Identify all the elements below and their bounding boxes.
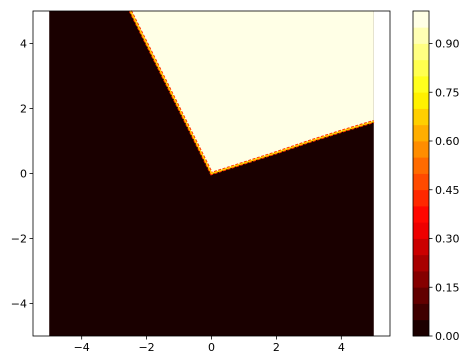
- colorbar-segment: [413, 222, 429, 239]
- colorbar-segment: [413, 76, 429, 93]
- x-tick-label: −2: [138, 341, 154, 351]
- colorbar-tick-label: 0.90: [435, 38, 460, 51]
- colorbar: 0.00 0.15 0.30 0.45 0.60 0.75 0.90: [412, 10, 460, 343]
- x-tick-label: 2: [273, 341, 280, 351]
- plot-area: [32, 10, 391, 337]
- colorbar-tick-label: 0.75: [435, 86, 460, 99]
- boundary-band-inner: [129, 10, 375, 175]
- x-axis: −4 −2 0 2 4: [74, 336, 345, 351]
- colorbar-segment: [413, 206, 429, 223]
- colorbar-segment: [413, 157, 429, 174]
- colorbar-segment: [413, 319, 429, 337]
- colorbar-tick-label: 0.30: [435, 233, 460, 246]
- y-tick-label: 2: [20, 103, 27, 116]
- colorbar-segment: [413, 287, 429, 304]
- colorbar-segment: [413, 92, 429, 109]
- x-tick-label: 4: [338, 341, 345, 351]
- colorbar-segment: [413, 11, 429, 28]
- colorbar-segment: [413, 303, 429, 321]
- colorbar-segment: [413, 124, 429, 142]
- colorbar-segment: [413, 141, 429, 158]
- colorbar-tick-label: 0.00: [435, 330, 460, 343]
- x-tick-label: 0: [208, 341, 215, 351]
- colorbar-segment: [413, 27, 429, 44]
- colorbar-segment: [413, 254, 429, 272]
- x-tick-label: −4: [74, 341, 90, 351]
- colorbar-segment: [413, 59, 429, 77]
- colorbar-segment: [413, 108, 429, 126]
- y-tick-label: −4: [11, 298, 27, 311]
- y-tick-label: 4: [20, 38, 27, 51]
- colorbar-tick-label: 0.45: [435, 184, 460, 197]
- colorbar-segment: [413, 238, 429, 256]
- colorbar-segment: [413, 271, 429, 288]
- colorbar-tick-label: 0.15: [435, 281, 460, 294]
- y-axis: −4 −2 0 2 4: [11, 38, 33, 311]
- y-tick-label: 0: [20, 168, 27, 181]
- y-tick-label: −2: [11, 233, 27, 246]
- colorbar-segment: [413, 173, 429, 191]
- colorbar-tick-label: 0.60: [435, 135, 460, 148]
- colorbar-segment: [413, 189, 429, 207]
- colorbar-segment: [413, 43, 429, 61]
- colorbar-frame: [412, 10, 430, 337]
